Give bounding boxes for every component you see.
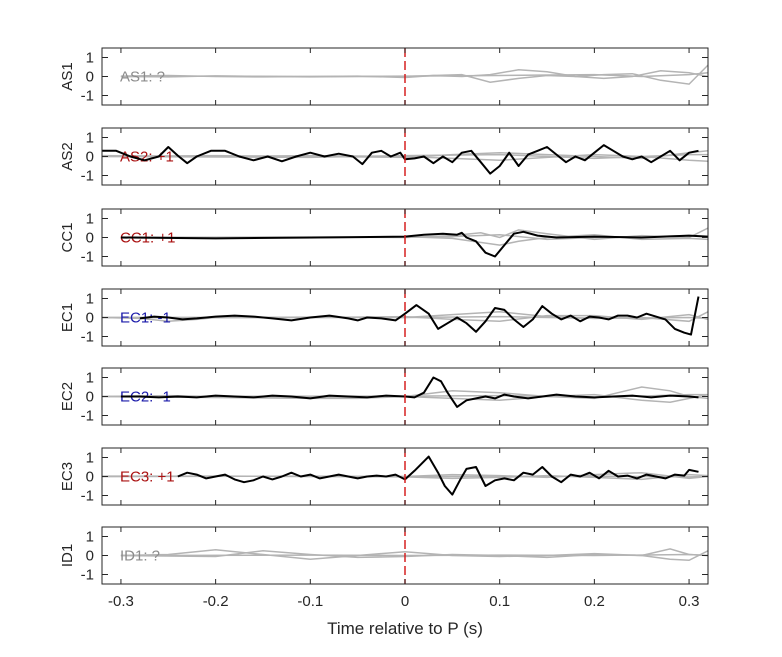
y-tick-label: 0	[86, 230, 94, 247]
waveform-trace-line	[120, 230, 708, 258]
x-axis-label: Time relative to P (s)	[327, 619, 483, 638]
y-tick-label: 0	[86, 149, 94, 166]
y-tick-label: -1	[81, 88, 94, 105]
x-tick-label: -0.3	[108, 593, 134, 610]
y-tick-label: -1	[81, 567, 94, 584]
y-tick-label: -1	[81, 329, 94, 346]
panel-ec3: EC3: +1 -1 0 1 EC3	[59, 447, 709, 506]
x-tick-label: 0.3	[679, 593, 700, 610]
y-tick-label: 0	[86, 469, 94, 486]
y-tick-label: 0	[86, 310, 94, 327]
reference-trace-line	[102, 153, 708, 160]
y-tick-label: 1	[86, 211, 94, 228]
y-tick-label: 1	[86, 50, 94, 67]
y-tick-label: 0	[86, 389, 94, 406]
y-axis-label: CC1	[59, 222, 76, 252]
reference-trace-line	[120, 553, 708, 557]
x-tick-label: 0	[401, 593, 409, 610]
y-axis-label: AS1	[59, 62, 76, 90]
waveform-trace-line	[139, 296, 700, 336]
y-tick-label: 1	[86, 450, 94, 467]
y-tick-label: 0	[86, 548, 94, 565]
waveform-trace-line	[120, 376, 699, 408]
y-axis-label: EC1	[59, 303, 76, 332]
station-polarity-label: EC3: +1	[120, 469, 175, 486]
waveform-trace-line	[177, 455, 699, 496]
y-tick-label: 1	[86, 130, 94, 147]
x-tick-label: -0.1	[297, 593, 323, 610]
y-axis-label: AS2	[59, 142, 76, 170]
x-tick-label: 0.2	[584, 593, 605, 610]
y-tick-label: -1	[81, 168, 94, 185]
station-polarity-label: AS1: ?	[120, 69, 165, 86]
x-tick-label: -0.2	[203, 593, 229, 610]
panel-as1: AS1: ? -1 0 1 AS1	[59, 47, 709, 106]
y-axis-label: ID1	[59, 544, 76, 567]
x-tick-label: 0.1	[489, 593, 510, 610]
y-tick-label: 0	[86, 69, 94, 86]
y-axis-label: EC2	[59, 382, 76, 411]
y-tick-label: 1	[86, 291, 94, 308]
reference-trace-line	[102, 475, 708, 478]
y-tick-label: 1	[86, 529, 94, 546]
station-polarity-label: ID1: ?	[120, 548, 160, 565]
y-tick-label: 1	[86, 370, 94, 387]
y-tick-label: -1	[81, 249, 94, 266]
panel-as2: AS2: +1 -1 0 1 AS2	[59, 127, 709, 186]
y-axis-label: EC3	[59, 462, 76, 491]
y-tick-label: -1	[81, 488, 94, 505]
station-polarity-label: AS2: +1	[120, 149, 174, 166]
reference-trace-line	[102, 393, 708, 403]
reference-trace-line	[120, 71, 708, 78]
panel-id1: ID1: ? -1 0 1 ID1	[59, 526, 709, 585]
y-tick-label: -1	[81, 408, 94, 425]
reference-trace-line	[120, 548, 708, 561]
reference-trace-line	[120, 64, 708, 85]
waveform-trace-line	[102, 144, 699, 175]
reference-trace-line	[102, 315, 708, 320]
